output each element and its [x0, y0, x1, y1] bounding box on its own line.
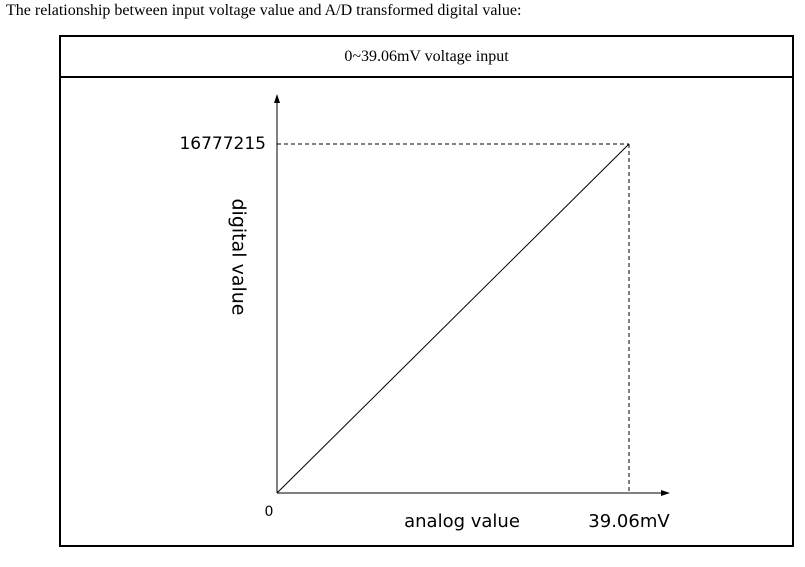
y-max-tick-label: 16777215 — [179, 134, 266, 154]
y-axis-label: digital value — [228, 199, 250, 316]
x-origin-tick-label: 0 — [265, 504, 274, 520]
chart-header: 0~39.06mV voltage input — [61, 37, 792, 78]
x-max-tick-label: 39.06mV — [588, 511, 670, 532]
y-axis-arrow — [274, 94, 280, 103]
x-axis-arrow — [661, 490, 670, 496]
x-axis-label: analog value — [404, 511, 520, 532]
chart-frame: 0~39.06mV voltage input — [59, 35, 794, 547]
series-line — [276, 143, 630, 494]
intro-text: The relationship between input voltage v… — [6, 2, 522, 19]
